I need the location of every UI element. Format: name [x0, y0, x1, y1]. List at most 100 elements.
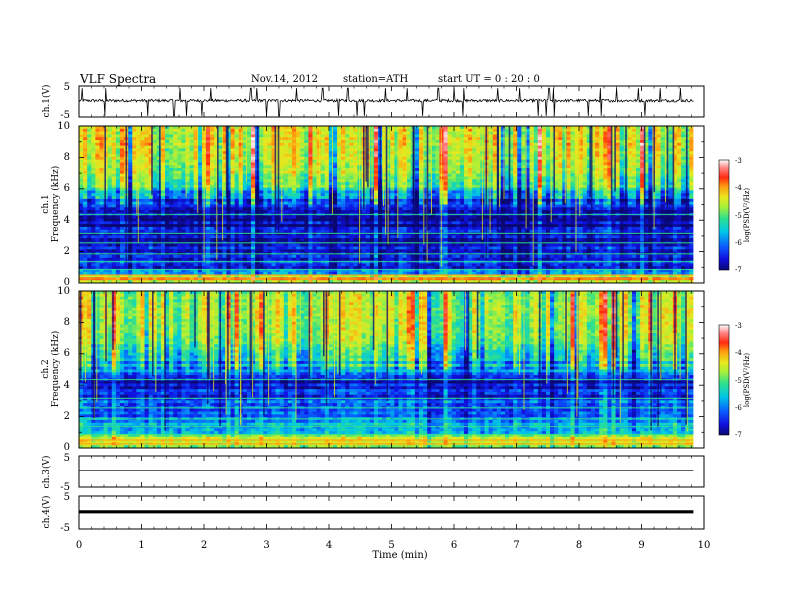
- spectrogram-cell: [529, 131, 535, 135]
- spectrogram-cell: [242, 173, 248, 177]
- spectrogram-cell: [218, 184, 223, 189]
- spectrogram-cell: [398, 204, 403, 208]
- spectrogram-cell: [332, 128, 338, 132]
- spectrogram-cell: [218, 165, 223, 169]
- spectrogram-cell: [509, 134, 514, 138]
- spectrogram-cell: [533, 179, 539, 183]
- spectrogram-cell: [406, 201, 412, 205]
- spectrogram-cell: [99, 198, 104, 203]
- spectrogram-cell: [259, 156, 264, 161]
- spectrogram-cell: [246, 187, 252, 191]
- spectrogram-cell: [83, 198, 88, 203]
- spectrogram-cell: [337, 204, 342, 208]
- spectrogram-cell: [492, 151, 498, 155]
- spectrogram-cell: [689, 198, 694, 203]
- spectrogram-cell: [459, 176, 465, 180]
- spectrogram-cell: [263, 140, 268, 144]
- spectrogram-cell: [324, 131, 330, 135]
- spectrogram-cell: [521, 159, 526, 163]
- spectrogram-cell: [79, 159, 84, 163]
- spectrogram-cell: [337, 196, 342, 200]
- spectrogram-cell: [197, 170, 203, 175]
- spectrogram-cell: [656, 137, 662, 141]
- spectrogram-cell: [230, 173, 236, 177]
- spectrogram-cell: [132, 168, 137, 172]
- spectrogram-cell: [316, 193, 322, 197]
- spectrogram-cell: [459, 187, 465, 191]
- spectrogram-cell: [521, 210, 526, 214]
- spectrogram-cell: [173, 154, 178, 158]
- spectrogram-cell: [681, 204, 686, 208]
- spectrogram-cell: [193, 145, 199, 149]
- spectrogram-cell: [291, 126, 297, 130]
- spectrogram-cell: [603, 193, 608, 197]
- spectrogram-cell: [337, 176, 342, 180]
- spectrogram-cell: [689, 156, 694, 161]
- spectrogram-cell: [529, 204, 535, 208]
- spectrogram-cell: [447, 210, 453, 214]
- spectrogram-cell: [500, 145, 506, 149]
- spectrogram-cell: [455, 204, 461, 208]
- spectrogram-cell: [500, 170, 506, 175]
- spectrogram-cell: [644, 182, 649, 186]
- spectrogram-cell: [509, 151, 514, 155]
- spectrogram-cell: [435, 173, 440, 177]
- spectrogram-cell: [259, 176, 264, 180]
- spectrogram-cell: [447, 131, 453, 135]
- spectrogram-cell: [320, 204, 326, 208]
- spectrogram-cell: [287, 198, 293, 203]
- spectrogram-cell: [541, 159, 547, 163]
- spectrogram-cell: [541, 193, 547, 197]
- spectrogram-cell: [287, 170, 293, 175]
- spectrogram-cell: [312, 165, 317, 169]
- spectrogram-cell: [599, 162, 604, 166]
- spectrogram-cell: [418, 126, 424, 130]
- spectrogram-cell: [562, 151, 567, 155]
- spectrogram-cell: [234, 184, 240, 189]
- spectrogram-cell: [648, 170, 653, 175]
- spectrogram-cell: [611, 184, 616, 189]
- spectrogram-cell: [681, 182, 686, 186]
- spectrogram-cell: [177, 176, 182, 180]
- spectrogram-cell: [582, 140, 588, 144]
- spectrogram-cell: [570, 134, 575, 138]
- spectrogram-cell: [496, 190, 502, 194]
- spectrogram-cell: [115, 187, 121, 191]
- spectrogram-cell: [197, 184, 203, 189]
- spectrogram-cell: [345, 168, 350, 172]
- spectrogram-cell: [271, 151, 276, 155]
- spectrogram-cell: [599, 154, 604, 158]
- spectrogram-cell: [312, 170, 317, 175]
- spectrogram-cell: [185, 196, 190, 200]
- spectrogram-cell: [197, 134, 203, 138]
- spectrogram-cell: [291, 131, 297, 135]
- spectrogram-cell: [365, 207, 371, 211]
- spectrogram-cell: [218, 162, 223, 166]
- spectrogram-cell: [230, 176, 236, 180]
- spectrogram-cell: [550, 187, 555, 191]
- spectrogram-cell: [578, 134, 584, 138]
- spectrogram-cell: [349, 210, 354, 214]
- spectrogram-cell: [312, 145, 317, 149]
- spectrogram-cell: [119, 142, 125, 147]
- spectrogram-cell: [234, 142, 240, 147]
- spectrogram-cell: [431, 173, 436, 177]
- spectrogram-cell: [267, 198, 272, 203]
- spectrogram-cell: [406, 154, 412, 158]
- spectrogram-cell: [570, 196, 575, 200]
- spectrogram-cell: [365, 210, 371, 214]
- spectrogram-cell: [185, 179, 190, 183]
- spectrogram-cell: [398, 187, 403, 191]
- spectrogram-cell: [476, 137, 481, 141]
- spectrogram-cell: [418, 151, 424, 155]
- spectrogram-cell: [95, 165, 100, 169]
- spectrogram-cell: [435, 156, 440, 161]
- spectrogram-cell: [226, 165, 231, 169]
- spectrogram-cell: [222, 215, 227, 219]
- spectrogram-cell: [197, 187, 203, 191]
- spectrogram-cell: [476, 173, 481, 177]
- spectrogram-cell: [99, 126, 104, 130]
- spectrogram-cell: [660, 145, 666, 149]
- spectrogram-cell: [529, 134, 535, 138]
- spectrogram-cell: [582, 156, 588, 161]
